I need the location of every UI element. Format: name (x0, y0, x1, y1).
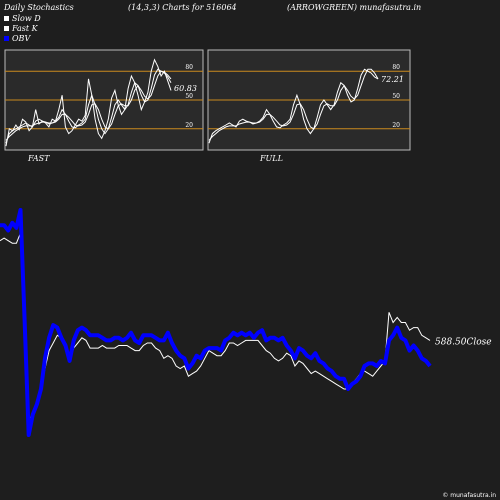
full-tick-label-20: 20 (392, 122, 400, 129)
fast-tick-label-50: 50 (185, 93, 193, 100)
close-value-label: 588.50Close (435, 337, 492, 347)
legend-item-fast-k: Fast K (4, 24, 38, 33)
fast-tick-label-20: 20 (185, 122, 193, 129)
chart-header-right: (ARROWGREEN) munafasutra.in (287, 3, 422, 12)
full-panel-label: FULL (260, 154, 283, 163)
full-last-value-label: 72.21 (381, 75, 404, 84)
chart-header-left: Daily Stochastics (4, 3, 74, 12)
full-series-line-1 (208, 68, 379, 141)
legend-item-obv: OBV (4, 34, 30, 43)
legend-item-slow-d: Slow D (4, 14, 41, 23)
fast-series-line-2 (5, 70, 172, 141)
copyright-note: © munafasutra.in (442, 492, 496, 499)
legend-label-slow-d: Slow D (12, 14, 41, 23)
legend-label-obv: OBV (12, 34, 31, 43)
full-tick-label-50: 50 (392, 93, 400, 100)
fast-last-value-label: 60.83 (174, 84, 197, 93)
fast-series-line-0 (5, 58, 172, 147)
legend-swatch-obv (4, 36, 9, 41)
legend-label-fast-k: Fast K (12, 24, 38, 33)
full-tick-label-80: 80 (392, 64, 400, 71)
fast-panel-label: FAST (28, 154, 50, 163)
legend-swatch-slow-d (4, 16, 9, 21)
obv-line (0, 208, 432, 437)
legend-swatch-fast-k (4, 26, 9, 31)
chart-header-center: (14,3,3) Charts for 516064 (128, 3, 237, 12)
fast-tick-label-80: 80 (185, 64, 193, 71)
close-price-line (0, 232, 431, 423)
